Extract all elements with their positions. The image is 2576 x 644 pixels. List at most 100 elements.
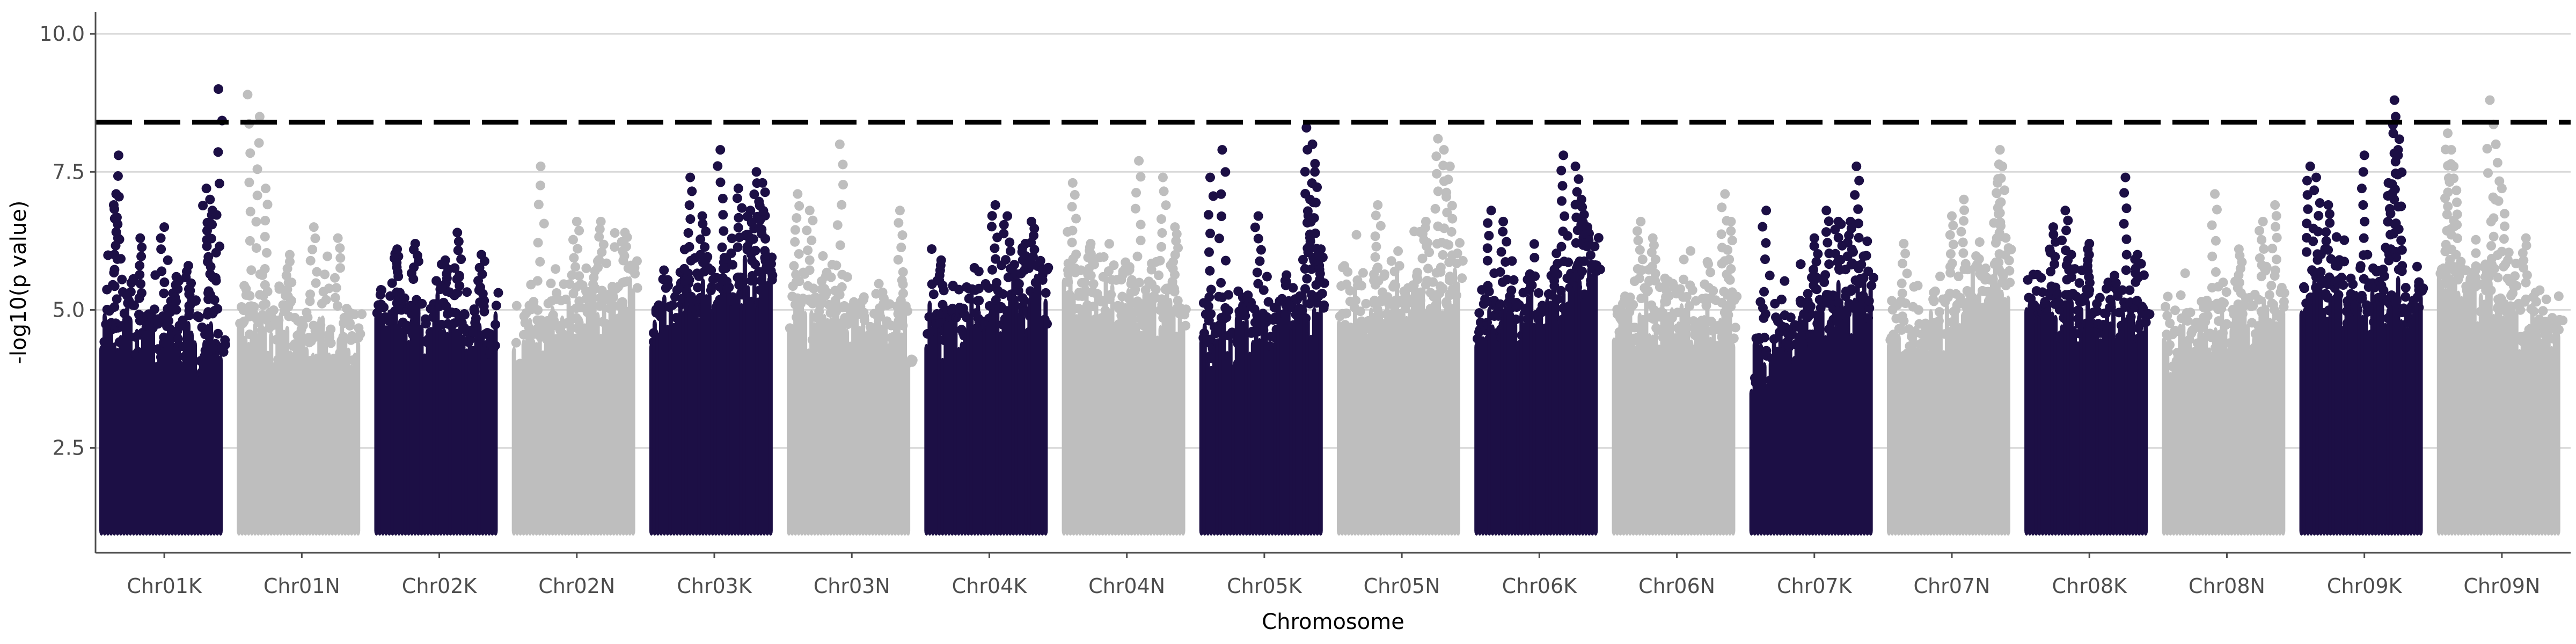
y-tick-label: 7.5	[53, 160, 85, 184]
data-point	[1216, 189, 1226, 199]
data-point	[1373, 262, 1383, 273]
data-point	[2272, 232, 2282, 243]
x-tick-label-chr08n: Chr08N	[2189, 574, 2265, 598]
data-point	[2519, 255, 2529, 266]
data-point	[2211, 236, 2221, 246]
data-point	[1502, 237, 1512, 247]
x-tick-label-chr09n: Chr09N	[2463, 574, 2540, 598]
data-point	[217, 342, 227, 353]
data-point	[1361, 298, 1371, 309]
data-point	[1637, 254, 1648, 265]
data-point	[2271, 211, 2281, 221]
data-point	[156, 244, 166, 254]
data-point	[137, 242, 147, 252]
data-point	[1511, 314, 1521, 325]
data-point	[817, 276, 827, 286]
peak-point	[2521, 233, 2531, 243]
peak-point	[2311, 172, 2321, 182]
data-point	[1808, 265, 1818, 275]
data-point	[1345, 286, 1355, 296]
data-point	[401, 320, 412, 331]
data-point	[1482, 243, 1492, 253]
data-point	[1319, 303, 1329, 313]
data-point	[2221, 287, 2231, 297]
data-point	[1203, 210, 1213, 220]
data-point	[1124, 262, 1135, 272]
data-point	[1958, 237, 1968, 247]
data-point	[1529, 253, 1540, 263]
data-point	[2348, 279, 2358, 289]
data-point	[2494, 176, 2505, 186]
chromosome-group-chr06k	[1473, 150, 1605, 536]
data-point	[1452, 248, 1462, 259]
data-point	[1974, 237, 1985, 247]
data-point	[2443, 201, 2453, 211]
data-point	[1947, 258, 1957, 268]
peak-point	[895, 206, 905, 216]
peak-point	[2270, 200, 2280, 210]
data-point	[2471, 235, 2481, 245]
data-point	[581, 263, 591, 273]
data-point	[2255, 253, 2265, 264]
data-point	[311, 278, 321, 288]
data-point	[1650, 268, 1660, 279]
data-point	[159, 277, 170, 287]
peak-point	[697, 211, 707, 221]
data-point	[1220, 167, 1231, 177]
data-point	[2308, 236, 2318, 246]
data-point	[2522, 270, 2532, 280]
data-point	[573, 244, 583, 254]
data-point	[2006, 244, 2016, 254]
data-point	[437, 282, 447, 292]
data-point	[1853, 204, 1863, 214]
data-point	[1223, 290, 1233, 300]
data-point	[804, 255, 815, 265]
data-point	[2061, 225, 2072, 236]
peak-point	[201, 184, 211, 194]
data-point	[1992, 188, 2002, 198]
data-point	[1311, 228, 1321, 238]
data-point	[281, 270, 291, 281]
data-point	[1302, 217, 1312, 228]
data-point	[733, 242, 743, 252]
data-point	[1900, 248, 1911, 259]
data-point	[766, 259, 776, 269]
data-point	[859, 294, 869, 304]
point-cluster	[631, 288, 635, 536]
data-point	[790, 225, 800, 235]
chromosome-group-chr05n	[1335, 134, 1468, 536]
data-point	[1732, 291, 1742, 302]
data-point	[1686, 246, 1696, 256]
data-point	[1897, 288, 1907, 298]
data-point	[453, 245, 463, 255]
data-point	[377, 285, 387, 295]
data-point	[1343, 267, 1353, 277]
data-point	[2378, 264, 2388, 274]
data-point	[568, 235, 578, 245]
data-point	[2302, 190, 2312, 200]
data-point	[839, 301, 850, 311]
data-point	[1246, 302, 1256, 312]
data-point	[1157, 241, 1167, 252]
data-point	[954, 284, 964, 295]
data-point	[479, 306, 489, 317]
data-point	[2483, 168, 2493, 178]
data-point	[1636, 294, 1646, 304]
data-point	[1302, 206, 1313, 216]
y-tick-labels: 2.5 5.0 7.5 10.0	[39, 22, 96, 460]
data-point	[1132, 251, 1143, 261]
peak-point	[1833, 216, 1843, 226]
data-point	[2165, 340, 2175, 350]
data-point	[1795, 259, 1805, 269]
data-point	[1223, 305, 1233, 316]
data-point	[2482, 144, 2492, 154]
data-point	[684, 275, 694, 285]
data-point	[1796, 297, 1806, 308]
data-point	[1930, 286, 1940, 296]
data-point	[1897, 279, 1907, 289]
data-point	[1574, 174, 1584, 184]
data-point	[790, 237, 800, 247]
data-point	[1104, 239, 1114, 249]
x-tick-label-chr05n: Chr05N	[1364, 574, 1440, 598]
data-point	[1994, 228, 2004, 238]
